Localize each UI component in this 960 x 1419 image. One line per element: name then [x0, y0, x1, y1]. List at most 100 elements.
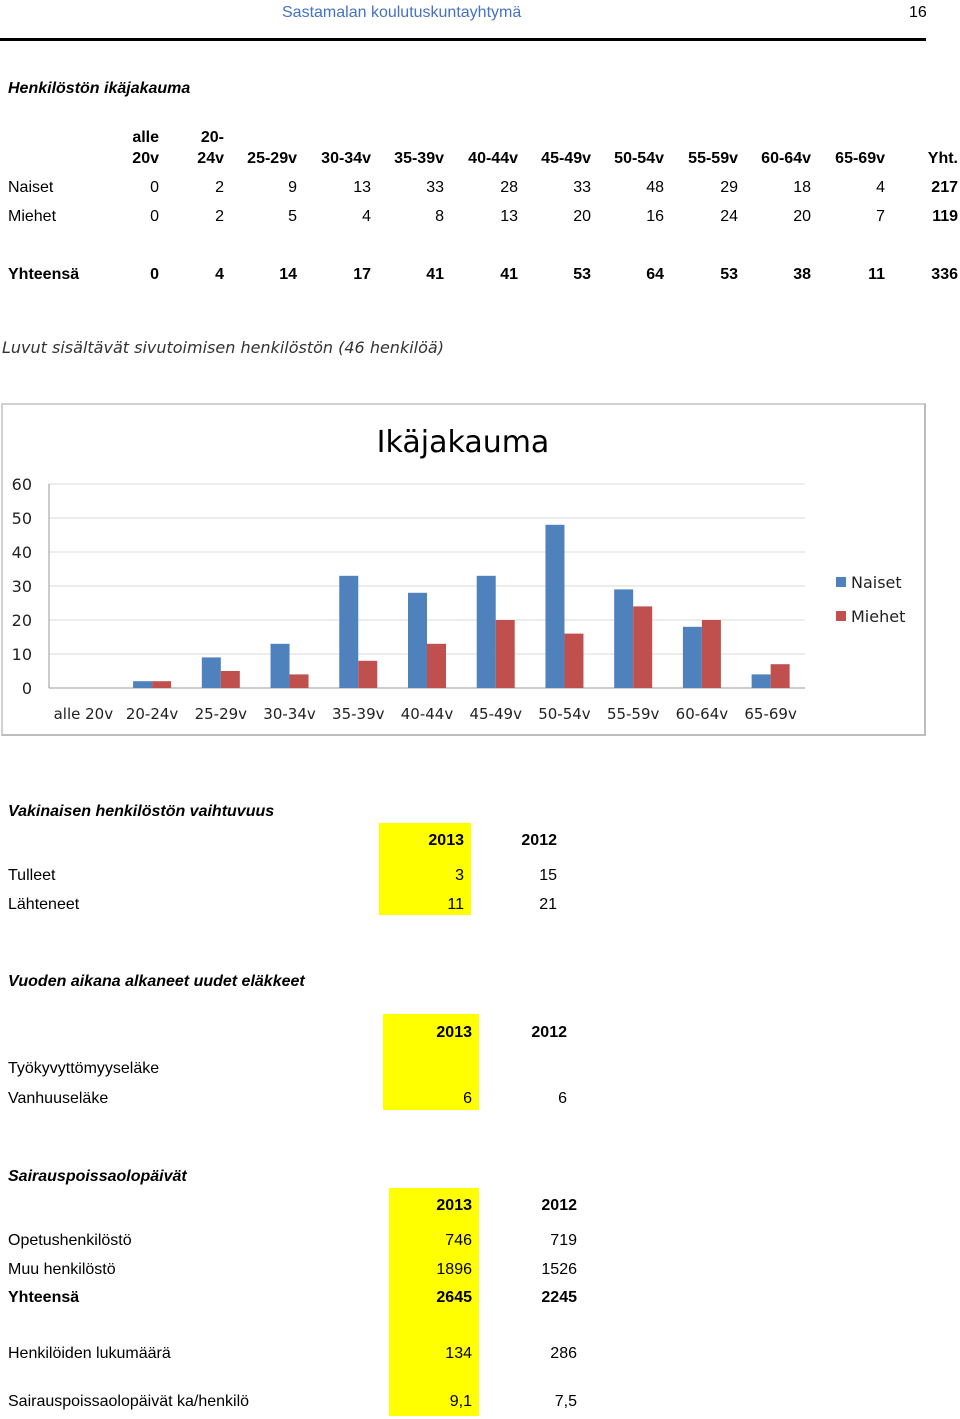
age-col-header: 20v — [132, 150, 159, 167]
turnover-title: Vakinaisen henkilöstön vaihtuvuus — [8, 803, 275, 820]
bar-miehet — [564, 633, 584, 688]
age-value: 0 — [150, 266, 159, 283]
value-2012: 6 — [558, 1090, 567, 1107]
bar-miehet — [358, 660, 378, 688]
value-2012: 21 — [539, 896, 557, 913]
value-2013: 1896 — [436, 1261, 472, 1278]
value-2012: 2245 — [541, 1289, 577, 1306]
age-col-header: 45-49v — [541, 150, 591, 167]
x-tick-label: 50-54v — [538, 705, 591, 723]
bar-miehet — [152, 681, 172, 688]
age-value: 217 — [931, 179, 958, 196]
value-2013: 9,1 — [449, 1393, 472, 1410]
bar-naiset — [133, 681, 153, 688]
age-value: 2 — [215, 208, 224, 225]
bar-miehet — [633, 606, 653, 688]
x-tick-label: 20-24v — [126, 705, 179, 723]
bar-naiset — [545, 524, 565, 688]
value-2013: 11 — [447, 896, 464, 913]
age-value: 4 — [876, 179, 885, 196]
x-tick-label: 25-29v — [195, 705, 248, 723]
age-value: 4 — [215, 266, 224, 283]
bar-miehet — [427, 643, 446, 688]
header-org-name: Sastamalan koulutuskuntayhtymä — [282, 4, 522, 21]
age-col-header: 40-44v — [468, 150, 518, 167]
age-value: 20 — [573, 208, 591, 225]
age-col-header: 55-59v — [688, 150, 738, 167]
age-col-header: 24v — [197, 150, 224, 167]
bar-miehet — [495, 620, 515, 688]
bar-miehet — [701, 620, 721, 688]
x-tick-label: 65-69v — [744, 705, 797, 723]
row-label: Muu henkilöstö — [8, 1261, 116, 1278]
x-tick-label: 35-39v — [332, 705, 385, 723]
y-tick-label: 0 — [22, 679, 32, 698]
age-section-title: Henkilöstön ikäjakauma — [8, 80, 191, 97]
legend-label: Miehet — [851, 607, 905, 626]
value-2013: 134 — [445, 1345, 472, 1362]
row-label: Lähteneet — [8, 896, 80, 913]
year-header: 2013 — [428, 832, 464, 849]
age-value: 24 — [720, 208, 738, 225]
age-col-header: 25-29v — [247, 150, 297, 167]
value-2013: 6 — [463, 1090, 472, 1107]
x-tick-label: 60-64v — [676, 705, 729, 723]
y-tick-label: 50 — [12, 509, 32, 528]
year-header: 2013 — [436, 1024, 472, 1041]
row-label: Sairauspoissaolopäivät ka/henkilö — [8, 1393, 250, 1410]
age-value: 9 — [288, 179, 297, 196]
age-value: 119 — [932, 208, 958, 225]
y-tick-label: 20 — [12, 611, 32, 630]
age-value: 5 — [288, 208, 297, 225]
age-col-header: 20- — [200, 129, 224, 146]
value-2013: 2645 — [436, 1289, 472, 1306]
x-tick-label: alle 20v — [54, 705, 114, 723]
sick-days-title: Sairauspoissaolopäivät — [8, 1168, 187, 1185]
age-distribution-chart: Ikäjakauma 0 10 20 30 40 50 60 alle 20v 20-24v 25-… — [12, 425, 906, 723]
age-value: 53 — [573, 266, 591, 283]
age-value: 28 — [500, 179, 518, 196]
age-value: 33 — [426, 179, 444, 196]
x-tick-label: 45-49v — [469, 705, 522, 723]
year-header: 2012 — [531, 1024, 567, 1041]
bar-naiset — [339, 575, 359, 688]
row-label: Tulleet — [8, 867, 56, 884]
y-tick-label: 60 — [12, 475, 32, 494]
bar-naiset — [682, 626, 702, 688]
page-number: 16 — [909, 4, 927, 21]
age-col-header: 50-54v — [614, 150, 664, 167]
bar-miehet — [289, 674, 309, 688]
age-value: 29 — [720, 179, 738, 196]
age-row-label: Naiset — [8, 179, 54, 196]
x-tick-label: 30-34v — [263, 705, 316, 723]
value-2012: 286 — [550, 1345, 577, 1362]
x-tick-label: 55-59v — [607, 705, 660, 723]
age-value: 0 — [150, 179, 159, 196]
chart-title: Ikäjakauma — [377, 425, 550, 460]
value-2013: 746 — [445, 1232, 472, 1249]
age-row-label: Yhteensä — [8, 266, 80, 283]
age-value: 41 — [500, 266, 518, 283]
age-value: 7 — [876, 208, 885, 225]
age-value: 20 — [793, 208, 811, 225]
age-value: 53 — [720, 266, 738, 283]
age-value: 4 — [362, 208, 371, 225]
bar-miehet — [770, 664, 790, 688]
age-value: 18 — [793, 179, 811, 196]
year-header: 2013 — [436, 1197, 472, 1214]
y-tick-label: 30 — [12, 577, 32, 596]
value-2012: 15 — [539, 867, 557, 884]
age-value: 2 — [215, 179, 224, 196]
header-divider — [0, 38, 926, 41]
pensions-title: Vuoden aikana alkaneet uudet eläkkeet — [8, 973, 305, 990]
age-value: 13 — [353, 179, 371, 196]
row-label: Työkyvyttömyyseläke — [8, 1060, 160, 1077]
bar-naiset — [201, 657, 221, 688]
age-note: Luvut sisältävät sivutoimisen henkilöstö… — [2, 338, 444, 357]
age-value: 33 — [573, 179, 591, 196]
row-label: Opetushenkilöstö — [8, 1232, 132, 1249]
age-col-header: Yht. — [927, 150, 958, 167]
year-header: 2012 — [521, 832, 557, 849]
bar-naiset — [476, 575, 496, 688]
bar-naiset — [614, 589, 634, 688]
